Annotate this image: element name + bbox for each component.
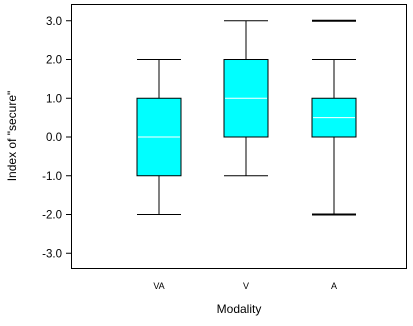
x-tick-label: VA	[153, 281, 164, 291]
box-v	[223, 20, 269, 177]
x-tick-label: A	[331, 281, 337, 291]
y-tick-label: 1.0	[46, 93, 62, 105]
x-tick-label: V	[243, 281, 249, 291]
box-va	[136, 59, 182, 215]
y-tick-label: 2.0	[46, 55, 62, 67]
box-a	[311, 19, 357, 216]
y-tick-label: 3.0	[46, 16, 62, 28]
y-tick-label: -3.0	[42, 248, 62, 260]
y-axis-title: Index of "secure"	[5, 91, 19, 182]
y-tick-label: -1.0	[42, 171, 62, 183]
y-tick-label: -2.0	[42, 210, 62, 222]
y-axis: -3.0 -2.0 -1.0 0.0 1.0 2.0 3.0	[42, 16, 72, 260]
x-axis-title: Modality	[217, 302, 262, 316]
boxes	[136, 19, 357, 216]
y-tick-label: 0.0	[46, 132, 62, 144]
x-axis: VA V A	[153, 281, 337, 291]
